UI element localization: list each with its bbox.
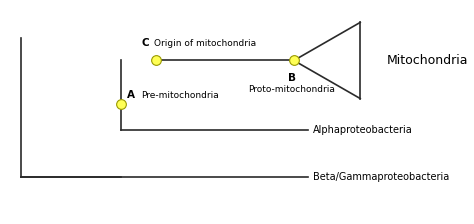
Text: Alphaproteobacteria: Alphaproteobacteria [313, 125, 412, 135]
Text: Beta/Gammaproteobacteria: Beta/Gammaproteobacteria [313, 172, 449, 182]
Text: B: B [288, 73, 295, 83]
Text: A: A [127, 90, 135, 100]
Text: C: C [142, 38, 149, 48]
Text: Mitochondria: Mitochondria [386, 54, 468, 67]
Text: Origin of mitochondria: Origin of mitochondria [154, 39, 256, 48]
Text: Pre-mitochondria: Pre-mitochondria [141, 91, 219, 100]
Text: Proto-mitochondria: Proto-mitochondria [248, 85, 335, 94]
